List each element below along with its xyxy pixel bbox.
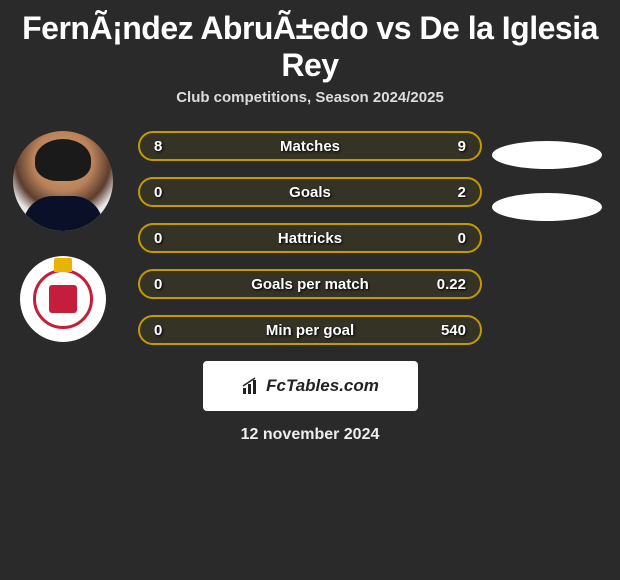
stat-right-value: 540 (436, 322, 466, 339)
stat-label: Goals per match (251, 276, 369, 293)
stat-left-value: 0 (154, 276, 184, 293)
page-subtitle: Club competitions, Season 2024/2025 (0, 89, 620, 106)
stat-row-hattricks: 0 Hattricks 0 (138, 223, 482, 253)
player2-ellipse-1 (492, 141, 602, 169)
stat-right-value: 9 (436, 138, 466, 155)
stat-left-value: 0 (154, 230, 184, 247)
stat-left-value: 0 (154, 184, 184, 201)
stat-row-matches: 8 Matches 9 (138, 131, 482, 161)
stat-label: Goals (289, 184, 331, 201)
stat-label: Hattricks (278, 230, 342, 247)
player2-ellipse-2 (492, 193, 602, 221)
comparison-card: FernÃ¡ndez AbruÃ±edo vs De la Iglesia Re… (0, 0, 620, 580)
stat-left-value: 0 (154, 322, 184, 339)
stats-list: 8 Matches 9 0 Goals 2 0 Hattricks 0 0 Go… (138, 131, 482, 345)
stat-left-value: 8 (154, 138, 184, 155)
stat-label: Matches (280, 138, 340, 155)
stat-label: Min per goal (266, 322, 354, 339)
page-title: FernÃ¡ndez AbruÃ±edo vs De la Iglesia Re… (0, 0, 620, 89)
player-avatar (13, 131, 113, 231)
stat-right-value: 0 (436, 230, 466, 247)
brand-box[interactable]: FcTables.com (203, 361, 418, 411)
club-badge-inner (33, 269, 93, 329)
stat-row-min-per-goal: 0 Min per goal 540 (138, 315, 482, 345)
right-column (492, 141, 612, 245)
stat-right-value: 2 (436, 184, 466, 201)
stat-row-goals-per-match: 0 Goals per match 0.22 (138, 269, 482, 299)
left-column (8, 131, 118, 342)
date-label: 12 november 2024 (10, 426, 610, 444)
stat-right-value: 0.22 (436, 276, 466, 293)
chart-icon (241, 376, 261, 396)
content-area: 8 Matches 9 0 Goals 2 0 Hattricks 0 0 Go… (0, 131, 620, 444)
brand-name: FcTables.com (266, 376, 379, 396)
club-badge (20, 256, 106, 342)
stat-row-goals: 0 Goals 2 (138, 177, 482, 207)
